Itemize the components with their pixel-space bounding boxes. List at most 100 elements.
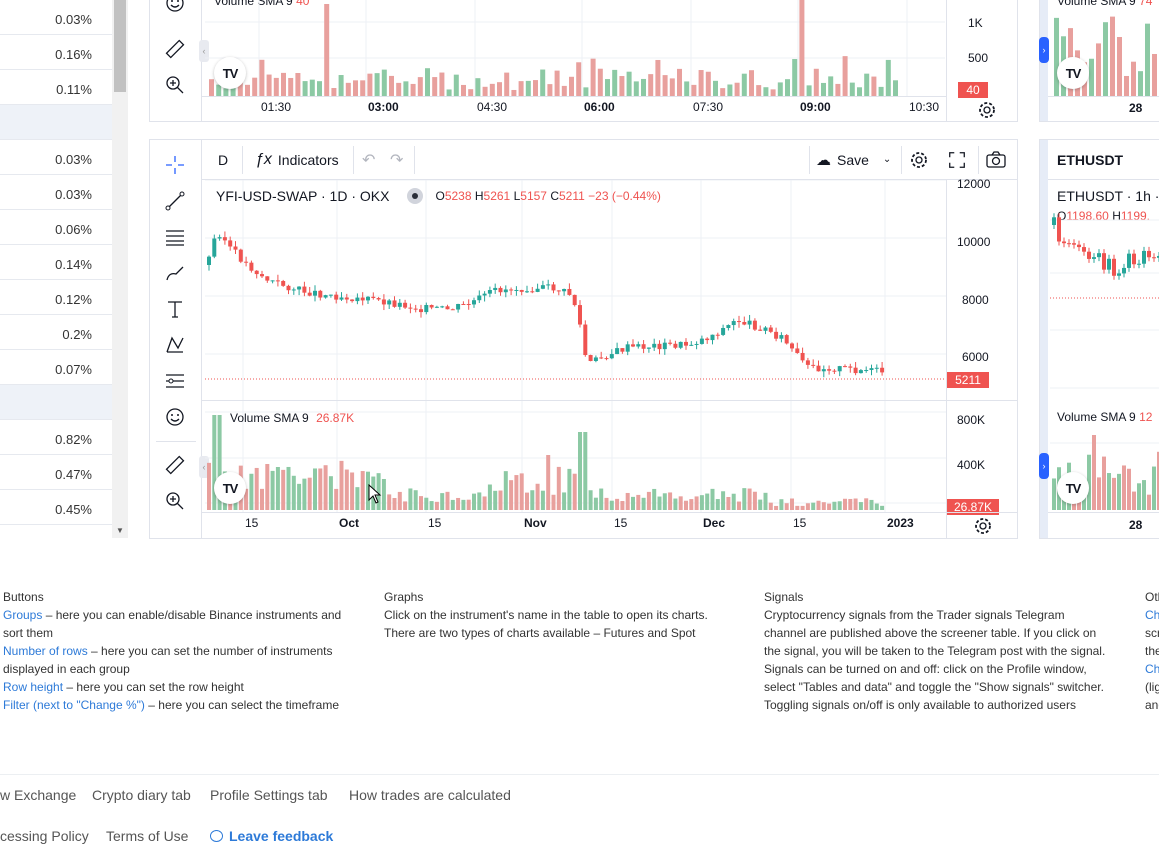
table-row[interactable]: 0.03%	[0, 175, 112, 210]
volume-bar	[1131, 61, 1136, 96]
collapse-toolbar-icon[interactable]: ‹	[199, 456, 209, 478]
table-row[interactable]: 0.03%	[0, 0, 112, 35]
tradingview-logo-icon[interactable]: TV	[1057, 57, 1089, 89]
expand-panel-icon[interactable]: ›	[1039, 37, 1049, 63]
pattern-icon[interactable]	[162, 332, 188, 358]
volume-bar	[1092, 435, 1096, 510]
ruler-icon[interactable]	[162, 452, 188, 478]
volume-bar	[556, 466, 561, 510]
footer-link-policy[interactable]: cessing Policy	[0, 828, 89, 844]
emoji-icon[interactable]	[162, 0, 188, 16]
volume-bar	[604, 497, 609, 510]
top-chart[interactable]: ‹ Volume SMA 9 40 TV 1K 500 40 01:30 03:0…	[149, 0, 1018, 122]
volume-bar	[291, 475, 296, 510]
footer-link-trades[interactable]: How trades are calculated	[349, 787, 511, 803]
time-axis-label: Oct	[339, 516, 360, 530]
tradingview-logo-icon[interactable]: TV	[214, 472, 246, 504]
candle-body	[843, 366, 847, 368]
candle-body	[376, 298, 381, 300]
table-row[interactable]: 0.07%	[0, 350, 112, 385]
chart-settings-gear-icon[interactable]	[970, 513, 996, 538]
symbol-title[interactable]: YFI-USD-SWAP · 1D · OKX	[216, 188, 390, 204]
redo-icon[interactable]: ↷	[390, 151, 404, 169]
trend-line-icon[interactable]	[162, 188, 188, 214]
indicators-button[interactable]: ƒx Indicators	[255, 150, 339, 168]
right-symbol-title[interactable]: ETHUSDT · 1h ·	[1057, 188, 1159, 204]
save-button[interactable]: ☁ Save ⌄	[816, 151, 892, 169]
tradingview-logo-icon[interactable]: TV	[1057, 472, 1089, 504]
footer-link-crypto-diary[interactable]: Crypto diary tab	[92, 787, 191, 803]
table-row[interactable]: 0.16%	[0, 35, 112, 70]
zoom-in-icon[interactable]	[162, 488, 188, 514]
footer-link-exchange[interactable]: w Exchange	[0, 787, 77, 803]
footer-link-terms[interactable]: Terms of Use	[106, 828, 189, 844]
main-chart[interactable]: ‹ D ƒx Indicators ↶ ↷ ☁ Save ⌄	[149, 139, 1018, 539]
candle-body	[572, 294, 577, 306]
settings-gear-icon[interactable]	[908, 140, 930, 179]
help-link[interactable]: Row height	[3, 680, 64, 694]
zoom-in-icon[interactable]	[162, 72, 188, 98]
tradingview-logo-icon[interactable]: TV	[214, 57, 246, 89]
volume-bar	[1054, 17, 1059, 96]
candle-body	[217, 237, 222, 239]
volume-bar	[593, 497, 598, 510]
interval-button[interactable]: D	[218, 151, 229, 168]
table-row[interactable]: 0.47%	[0, 455, 112, 490]
table-row[interactable]: 0.2%	[0, 315, 112, 350]
chart-settings-gear-icon[interactable]	[974, 97, 1000, 121]
help-link[interactable]: Ch	[1145, 608, 1159, 622]
table-group-row[interactable]	[0, 385, 112, 420]
leave-feedback-link[interactable]: Leave feedback	[210, 828, 333, 844]
volume-bar	[439, 72, 445, 96]
price-chart-plot[interactable]	[205, 180, 946, 512]
volume-bar	[689, 499, 694, 510]
candle-body	[742, 322, 747, 325]
time-axis-label: 06:00	[584, 100, 615, 114]
volume-bar	[597, 68, 603, 96]
undo-icon[interactable]: ↶	[362, 151, 376, 169]
table-row[interactable]: 0.06%	[0, 210, 112, 245]
camera-icon[interactable]	[985, 140, 1007, 179]
candle-body	[546, 284, 551, 286]
table-row[interactable]: 0.45%	[0, 490, 112, 525]
scroll-down-arrow-icon[interactable]: ▼	[116, 526, 124, 535]
help-link[interactable]: Groups	[3, 608, 43, 622]
volume-bar	[1138, 71, 1143, 96]
right-top-chart[interactable]: Volume SMA 9 74 TV 28	[1039, 0, 1159, 122]
ruler-icon[interactable]	[162, 36, 188, 62]
crosshair-icon[interactable]	[162, 152, 188, 178]
emoji-icon[interactable]	[162, 404, 188, 430]
right-symbol-tab[interactable]: ETHUSDT	[1057, 152, 1124, 168]
help-link[interactable]: Filter (next to "Change %")	[3, 698, 145, 712]
right-chart[interactable]: ETHUSDT ETHUSDT · 1h · O1198.60 H1199. V…	[1039, 139, 1159, 539]
candle-body	[355, 297, 360, 302]
volume-bar	[360, 80, 366, 96]
volume-bar	[878, 86, 884, 96]
footer-link-profile-settings[interactable]: Profile Settings tab	[210, 787, 328, 803]
table-scrollbar-thumb[interactable]	[114, 0, 126, 92]
prediction-icon[interactable]	[162, 368, 188, 394]
table-group-row[interactable]	[0, 105, 112, 140]
volume-bar	[1096, 43, 1101, 96]
collapse-toolbar-icon[interactable]: ‹	[199, 40, 209, 62]
help-graphs-section: Graphs Click on the instrument's name in…	[384, 588, 724, 642]
help-text: and	[1145, 698, 1159, 712]
candle-body	[1062, 241, 1066, 244]
table-row[interactable]: 0.14%	[0, 245, 112, 280]
fib-retracement-icon[interactable]	[162, 224, 188, 250]
table-scrollbar[interactable]	[112, 0, 128, 538]
expand-panel-icon[interactable]: ›	[1039, 453, 1049, 479]
volume-bar	[715, 499, 720, 510]
volume-bar	[367, 73, 373, 96]
text-tool-icon[interactable]	[162, 296, 188, 322]
volume-bar	[756, 85, 762, 96]
help-link[interactable]: Number of rows	[3, 644, 88, 658]
table-row[interactable]: 0.82%	[0, 420, 112, 455]
fullscreen-icon[interactable]	[947, 140, 967, 179]
help-link[interactable]: Ch	[1145, 662, 1159, 676]
volume-bar	[482, 86, 488, 96]
table-row[interactable]: 0.12%	[0, 280, 112, 315]
table-row[interactable]: 0.03%	[0, 140, 112, 175]
table-row[interactable]: 0.11%	[0, 70, 112, 105]
brush-icon[interactable]	[162, 260, 188, 286]
